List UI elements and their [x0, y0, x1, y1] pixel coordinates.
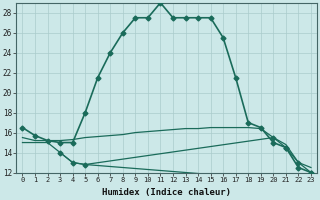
X-axis label: Humidex (Indice chaleur): Humidex (Indice chaleur) [102, 188, 231, 197]
